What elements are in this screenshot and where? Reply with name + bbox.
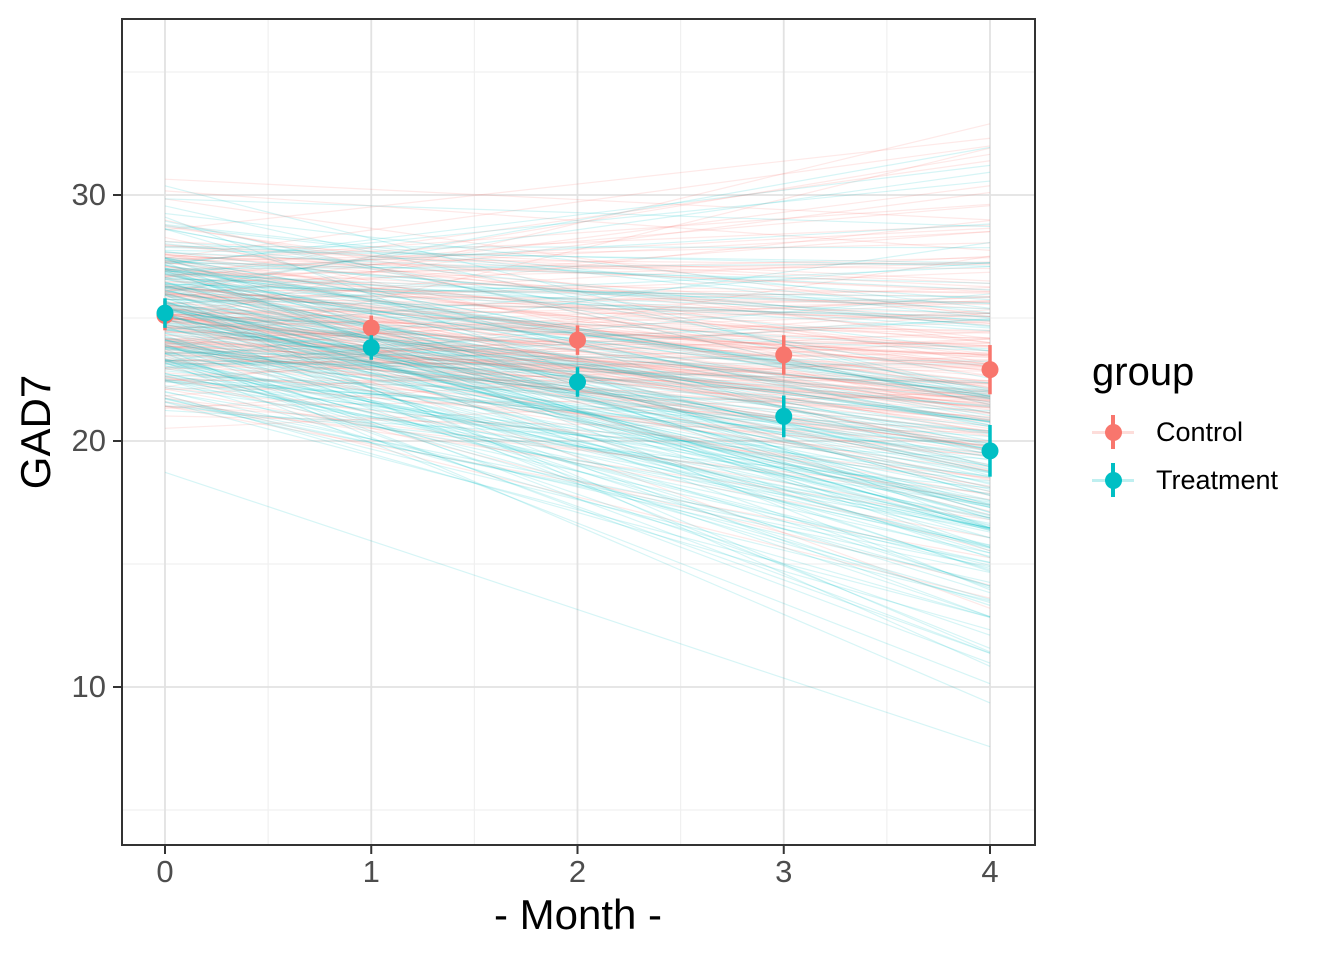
y-axis-title: GAD7 [12,374,59,490]
legend: group Control Treatment [1092,350,1278,504]
control-pointrange-icon [1092,408,1134,456]
x-tick-label-0: 0 [156,854,174,889]
x-axis-title: - Month - [493,891,663,938]
legend-label-treatment: Treatment [1156,465,1279,495]
y-tick-label-10: 10 [71,669,106,704]
treatment-pointrange-icon [1092,456,1134,504]
y-tick-label-20: 20 [71,423,106,458]
x-tick-label-4: 4 [981,854,999,889]
x-tick-label-1: 1 [362,854,380,889]
x-tick-label-3: 3 [775,854,793,889]
legend-item-control: Control [1092,408,1278,456]
x-tick-label-2: 2 [568,854,587,889]
y-tick-label-30: 30 [71,177,106,212]
legend-label-control: Control [1156,417,1244,447]
legend-title: group [1092,350,1195,394]
legend-item-treatment: Treatment [1092,456,1278,504]
